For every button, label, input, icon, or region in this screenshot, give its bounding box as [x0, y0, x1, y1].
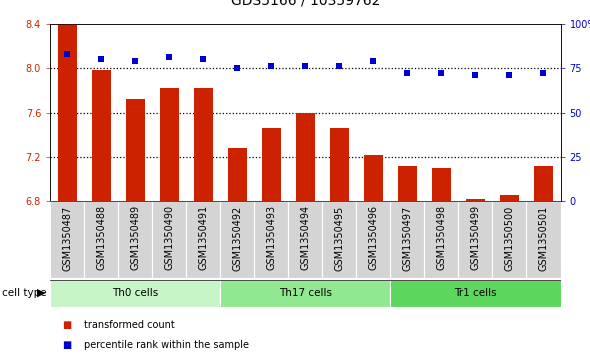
Bar [296, 113, 314, 201]
Bar [458, 201, 493, 278]
Bar [228, 148, 247, 201]
Bar [493, 201, 526, 278]
Point [130, 58, 140, 64]
Text: GSM1350487: GSM1350487 [62, 205, 72, 270]
Text: GSM1350495: GSM1350495 [335, 205, 345, 270]
Text: GSM1350500: GSM1350500 [504, 205, 514, 270]
Point [369, 58, 378, 64]
Bar [160, 88, 179, 201]
Bar [152, 201, 186, 278]
Text: GSM1350490: GSM1350490 [164, 205, 174, 270]
Point [505, 72, 514, 78]
Point [232, 65, 242, 71]
Text: GDS5166 / 10359762: GDS5166 / 10359762 [231, 0, 380, 7]
Bar [466, 199, 485, 201]
Bar [330, 128, 349, 201]
Text: GSM1350493: GSM1350493 [266, 205, 276, 270]
Bar [254, 201, 289, 278]
Bar [92, 70, 110, 201]
Bar [118, 201, 152, 278]
Point [471, 72, 480, 78]
Text: Th0 cells: Th0 cells [112, 288, 158, 298]
Point [539, 70, 548, 76]
Bar [398, 166, 417, 201]
Point [198, 56, 208, 62]
Point [300, 64, 310, 69]
Text: GSM1350499: GSM1350499 [470, 205, 480, 270]
Bar [50, 201, 84, 278]
Text: GSM1350492: GSM1350492 [232, 205, 242, 270]
Bar [194, 88, 212, 201]
Text: GSM1350497: GSM1350497 [402, 205, 412, 270]
Text: GSM1350491: GSM1350491 [198, 205, 208, 270]
Bar [500, 195, 519, 201]
Bar [432, 168, 451, 201]
Point [63, 51, 72, 57]
Text: cell type: cell type [2, 288, 47, 298]
Text: GSM1350498: GSM1350498 [437, 205, 447, 270]
Text: ■: ■ [62, 320, 71, 330]
Bar [289, 201, 322, 278]
Text: transformed count: transformed count [84, 320, 175, 330]
Text: Tr1 cells: Tr1 cells [454, 288, 497, 298]
Bar [391, 280, 560, 307]
Text: GSM1350496: GSM1350496 [368, 205, 378, 270]
Text: Th17 cells: Th17 cells [279, 288, 332, 298]
Bar [534, 166, 553, 201]
Text: GSM1350494: GSM1350494 [300, 205, 310, 270]
Bar [391, 201, 424, 278]
Point [267, 64, 276, 69]
Bar [84, 201, 118, 278]
Bar [322, 201, 356, 278]
Bar [220, 280, 391, 307]
Text: ▶: ▶ [37, 288, 45, 298]
Bar [58, 24, 77, 201]
Text: GSM1350489: GSM1350489 [130, 205, 140, 270]
Bar [364, 155, 383, 201]
Point [437, 70, 446, 76]
Text: GSM1350488: GSM1350488 [96, 205, 106, 270]
Text: GSM1350501: GSM1350501 [539, 205, 549, 270]
Bar [186, 201, 220, 278]
Bar [424, 201, 458, 278]
Point [165, 54, 174, 60]
Bar [356, 201, 391, 278]
Text: ■: ■ [62, 340, 71, 350]
Bar [526, 201, 560, 278]
Text: percentile rank within the sample: percentile rank within the sample [84, 340, 250, 350]
Bar [50, 280, 220, 307]
Bar [126, 99, 145, 201]
Bar [220, 201, 254, 278]
Point [402, 70, 412, 76]
Point [335, 64, 344, 69]
Point [96, 56, 106, 62]
Bar [262, 128, 281, 201]
